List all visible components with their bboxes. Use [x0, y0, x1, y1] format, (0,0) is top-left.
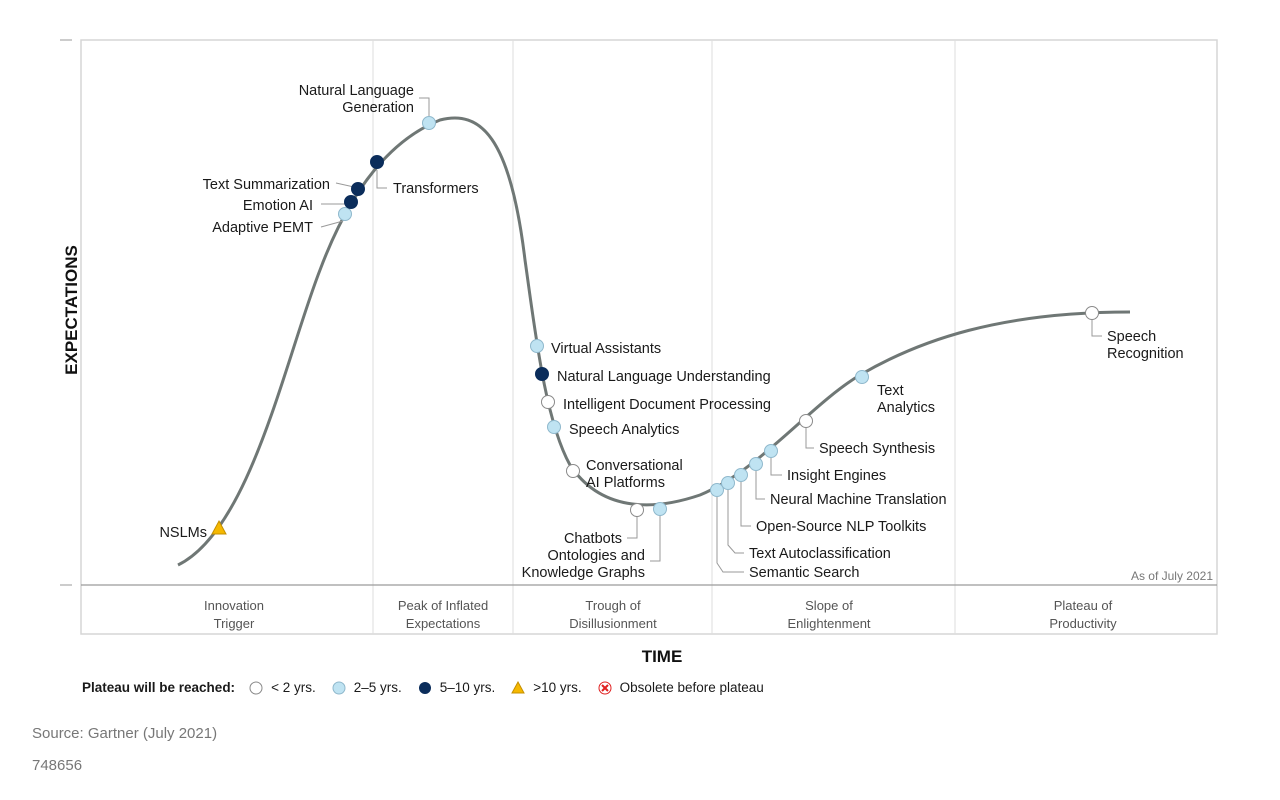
phase-label-line1: Plateau of — [1054, 598, 1113, 613]
legend: Plateau will be reached: < 2 yrs. 2–5 yr… — [82, 680, 780, 696]
hype-cycle-chart: NSLMs Adaptive PEMT Emotion AI Text Summari… — [60, 39, 1218, 666]
label-natural-language-generation: Generation — [342, 100, 414, 116]
label-speech-synthesis: Speech Synthesis — [819, 441, 935, 457]
yellow-triangle-icon — [511, 681, 526, 694]
label-nslms: NSLMs — [159, 525, 207, 541]
leader-open-source-nlp-toolkits — [740, 482, 751, 527]
phase-labels: Innovation Trigger Peak of Inflated Expecta… — [204, 598, 1117, 631]
marker-insight-engines — [764, 444, 778, 458]
marker-emotion-ai — [344, 195, 358, 209]
marker-neural-machine-translation — [749, 457, 763, 471]
label-text-analytics: Text — [877, 383, 904, 399]
light-blue-circle-icon — [332, 681, 346, 695]
red-x-icon — [598, 681, 612, 695]
label-speech-analytics: Speech Analytics — [569, 422, 679, 438]
legend-title: Plateau will be reached: — [82, 680, 236, 695]
marker-text-summarization — [351, 182, 365, 196]
leader-text-autoclassification — [727, 490, 744, 554]
label-natural-language-understanding: Natural Language Understanding — [557, 369, 771, 385]
label-insight-engines: Insight Engines — [787, 468, 886, 484]
marker-semantic-search — [710, 483, 724, 497]
label-open-source-nlp-toolkits: Open-Source NLP Toolkits — [756, 519, 926, 535]
label-semantic-search: Semantic Search — [749, 565, 859, 581]
technology-markers — [211, 116, 1099, 535]
label-speech-recognition: Speech — [1107, 329, 1156, 345]
leader-transformers — [376, 170, 387, 189]
label-text-summarization: Text Summarization — [203, 177, 330, 193]
leader-adaptive-pemt — [320, 220, 344, 228]
label-speech-recognition: Recognition — [1107, 346, 1184, 362]
leader-speech-recognition — [1091, 320, 1102, 337]
legend-item-lt2: < 2 yrs. — [249, 680, 316, 695]
y-axis-title: EXPECTATIONS — [62, 245, 81, 375]
legend-label-obsolete: Obsolete before plateau — [619, 680, 764, 695]
white-circle-icon — [249, 681, 263, 695]
leader-chatbots — [627, 517, 638, 539]
marker-intelligent-document-processing — [541, 395, 555, 409]
leader-natural-language-generation — [419, 97, 430, 116]
phase-label-line1: Peak of Inflated — [398, 598, 488, 613]
phase-label-line1: Innovation — [204, 598, 264, 613]
phase-dividers — [372, 40, 956, 634]
marker-open-source-nlp-toolkits — [734, 468, 748, 482]
source-note: Source: Gartner (July 2021) — [32, 725, 218, 742]
phase-label-line1: Trough of — [585, 598, 641, 613]
label-transformers: Transformers — [393, 181, 479, 197]
label-ontologies-and-knowledge-graphs: Knowledge Graphs — [522, 565, 645, 581]
label-emotion-ai: Emotion AI — [243, 198, 313, 214]
legend-label-lt2: < 2 yrs. — [271, 680, 316, 695]
phase-label-line2: Trigger — [214, 616, 255, 631]
marker-virtual-assistants — [530, 339, 544, 353]
marker-speech-analytics — [547, 420, 561, 434]
technology-labels: NSLMs Adaptive PEMT Emotion AI Text Summari… — [159, 83, 1183, 581]
phase-label-line2: Productivity — [1049, 616, 1117, 631]
marker-transformers — [370, 155, 384, 169]
marker-natural-language-generation — [422, 116, 436, 130]
chart-frame — [80, 39, 1218, 635]
legend-label-5to10: 5–10 yrs. — [439, 680, 496, 695]
phase-label-line2: Disillusionment — [569, 616, 657, 631]
marker-text-analytics — [855, 370, 869, 384]
marker-adaptive-pemt — [338, 207, 352, 221]
marker-natural-language-understanding — [535, 367, 549, 381]
label-conversational-ai-platforms: AI Platforms — [586, 475, 665, 491]
marker-conversational-ai-platforms — [566, 464, 580, 478]
legend-label-gt10: >10 yrs. — [533, 680, 582, 695]
legend-item-gt10: >10 yrs. — [511, 680, 582, 695]
label-intelligent-document-processing: Intelligent Document Processing — [563, 397, 771, 413]
leader-insight-engines — [770, 458, 782, 476]
phase-label-line2: Enlightenment — [787, 616, 870, 631]
legend-item-obsolete: Obsolete before plateau — [598, 680, 764, 695]
marker-ontologies-and-knowledge-graphs — [653, 502, 667, 516]
legend-item-5to10: 5–10 yrs. — [418, 680, 496, 695]
label-natural-language-generation: Natural Language — [299, 83, 414, 99]
leader-semantic-search — [716, 497, 744, 573]
navy-circle-icon — [418, 682, 431, 694]
label-neural-machine-translation: Neural Machine Translation — [770, 492, 947, 508]
leader-neural-machine-translation — [755, 471, 765, 500]
marker-speech-recognition — [1085, 306, 1099, 320]
legend-item-2to5: 2–5 yrs. — [332, 680, 402, 695]
leader-text-summarization — [335, 182, 355, 188]
label-virtual-assistants: Virtual Assistants — [551, 341, 661, 357]
document-id: 748656 — [32, 757, 83, 774]
marker-chatbots — [630, 503, 644, 517]
label-text-analytics: Analytics — [877, 400, 935, 416]
label-leaders — [320, 97, 1102, 573]
leader-ontologies-and-knowledge-graphs — [650, 516, 661, 562]
phase-label-line1: Slope of — [805, 598, 853, 613]
as-of-label: As of July 2021 — [1131, 569, 1213, 583]
marker-speech-synthesis — [799, 414, 813, 428]
marker-nslms — [211, 519, 227, 535]
label-text-autoclassification: Text Autoclassification — [749, 546, 891, 562]
leader-speech-synthesis — [805, 428, 814, 449]
legend-label-2to5: 2–5 yrs. — [353, 680, 402, 695]
label-adaptive-pemt: Adaptive PEMT — [212, 220, 313, 236]
marker-text-autoclassification — [721, 476, 735, 490]
x-axis-title: TIME — [642, 647, 683, 666]
label-conversational-ai-platforms: Conversational — [586, 458, 683, 474]
phase-label-line2: Expectations — [406, 616, 481, 631]
label-chatbots: Chatbots — [564, 531, 622, 547]
label-ontologies-and-knowledge-graphs: Ontologies and — [547, 548, 645, 564]
